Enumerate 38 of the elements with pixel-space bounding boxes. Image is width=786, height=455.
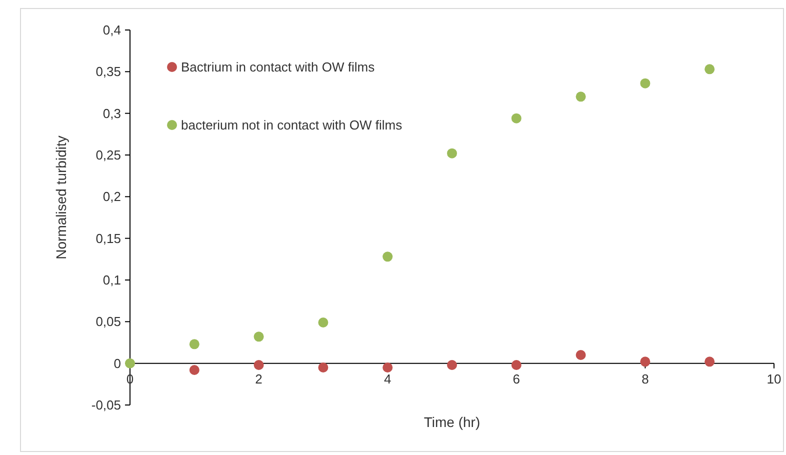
x-tick-label: 4 bbox=[384, 371, 392, 386]
y-tick-label: 0,4 bbox=[102, 22, 121, 38]
x-tick-label: 2 bbox=[255, 371, 262, 386]
y-tick-label: 0 bbox=[114, 356, 121, 371]
point bbox=[318, 362, 328, 372]
y-tick-label: 0,35 bbox=[96, 64, 121, 80]
point bbox=[318, 318, 328, 328]
point bbox=[254, 360, 264, 370]
y-tick-label: 0,05 bbox=[96, 314, 121, 330]
point bbox=[254, 332, 264, 342]
y-tick-label: 0,2 bbox=[102, 189, 121, 204]
legend-label: bacterium not in contact with OW films bbox=[181, 118, 403, 133]
point bbox=[704, 356, 715, 367]
point bbox=[382, 252, 393, 262]
point bbox=[576, 92, 586, 102]
y-tick-label: 0,3 bbox=[102, 106, 121, 121]
y-tick-label: 0,15 bbox=[96, 230, 121, 246]
y-tick-label: -0,05 bbox=[91, 398, 121, 413]
y-tick-label: 0,25 bbox=[96, 148, 121, 163]
legend-label: Bactrium in contact with OW films bbox=[181, 60, 376, 75]
point bbox=[511, 360, 522, 370]
y-tick-label: 0,1 bbox=[102, 272, 121, 288]
point bbox=[125, 358, 135, 368]
x-tick-label: 10 bbox=[766, 371, 782, 386]
point bbox=[511, 113, 522, 124]
x-axis-title: Time (hr) bbox=[424, 414, 480, 430]
point bbox=[640, 356, 650, 367]
y-axis-title: Normalised turbidity bbox=[53, 136, 69, 260]
point bbox=[640, 78, 650, 88]
point bbox=[704, 64, 715, 74]
point bbox=[382, 362, 393, 372]
point bbox=[576, 350, 586, 360]
point bbox=[189, 365, 200, 375]
x-tick-label: 6 bbox=[512, 371, 520, 386]
point bbox=[447, 148, 457, 158]
point bbox=[447, 360, 457, 370]
point bbox=[189, 339, 200, 350]
x-tick-label: 8 bbox=[642, 371, 649, 386]
